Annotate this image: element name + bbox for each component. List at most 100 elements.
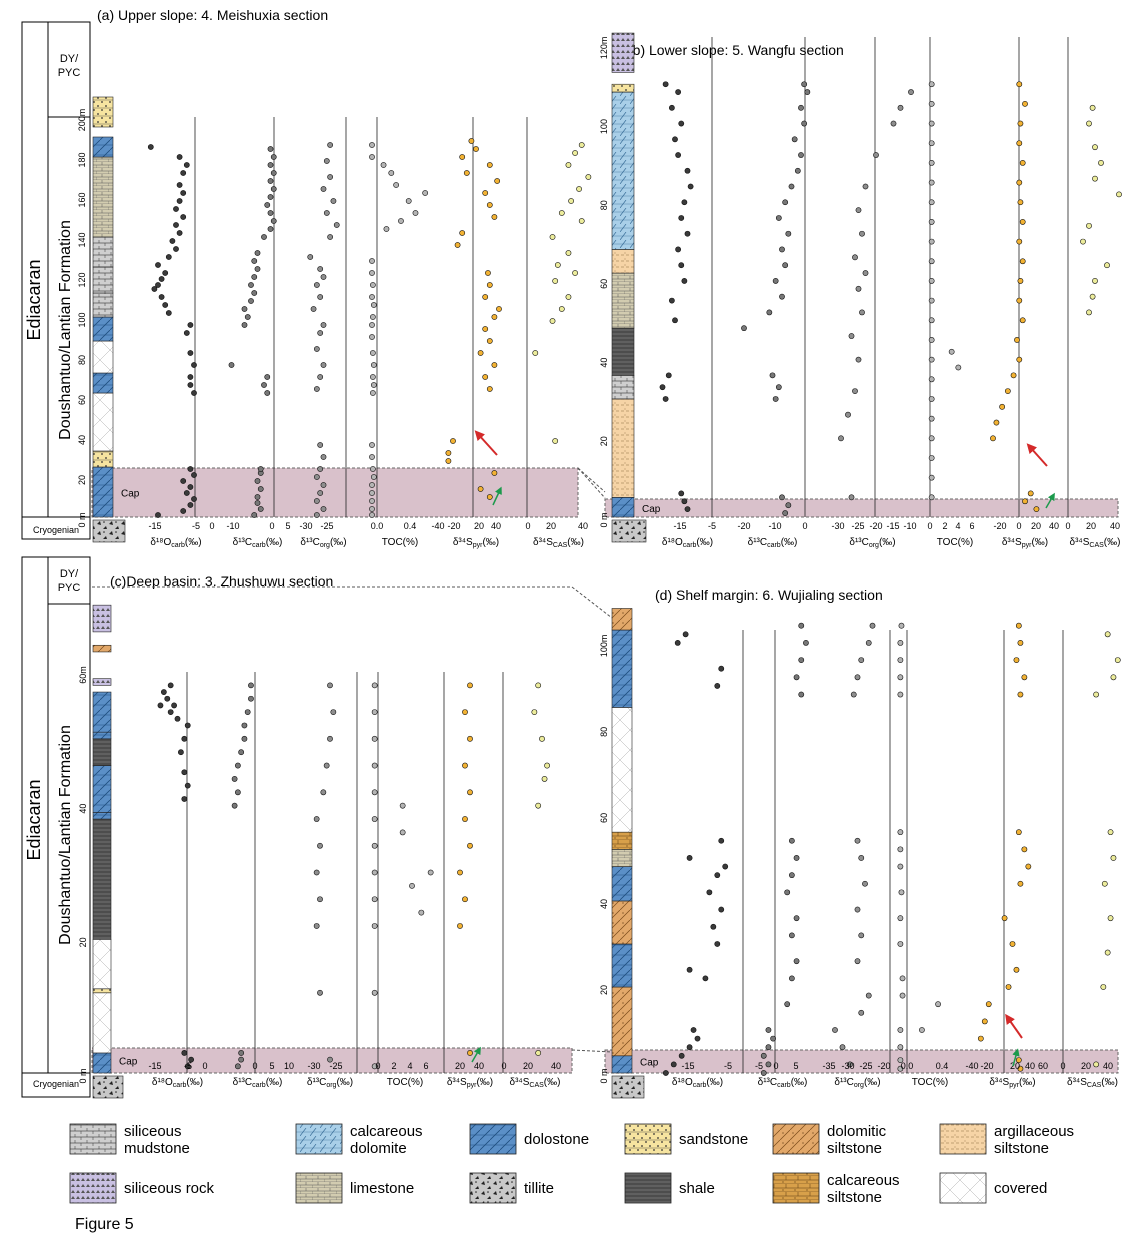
- data-point: [897, 915, 904, 922]
- data-point: [897, 846, 904, 853]
- data-point: [317, 266, 324, 272]
- tick-label: 0: [1060, 1061, 1065, 1071]
- data-point: [1005, 984, 1012, 990]
- axis-label-sub: org: [869, 542, 879, 549]
- strat-layer-dolomitic_siltstone: [92, 644, 112, 653]
- data-point: [327, 174, 334, 180]
- tick-label: 20: [474, 521, 484, 531]
- data-point: [164, 695, 171, 702]
- data-point: [267, 210, 274, 216]
- data-point: [862, 880, 868, 887]
- data-point: [766, 309, 773, 316]
- data-point: [176, 230, 183, 236]
- data-point: [158, 294, 165, 300]
- data-point: [714, 683, 721, 689]
- data-point: [371, 789, 378, 796]
- legend-swatch: [469, 1172, 517, 1204]
- data-point: [1086, 222, 1092, 229]
- data-point: [858, 932, 865, 939]
- data-point: [722, 863, 729, 870]
- tick-label: 4: [407, 1061, 412, 1071]
- data-point: [1017, 691, 1024, 698]
- data-point: [369, 490, 375, 496]
- data-point: [180, 214, 187, 220]
- legend-label: calcareous: [827, 1172, 900, 1189]
- data-point: [690, 1027, 697, 1033]
- data-point: [176, 182, 183, 188]
- data-point: [491, 362, 498, 368]
- tick-label: -15: [148, 521, 161, 531]
- data-point: [254, 250, 261, 256]
- data-point: [838, 435, 844, 442]
- data-point: [928, 219, 935, 225]
- data-point: [238, 749, 245, 756]
- cryogenian-top: Cryogenian: [33, 525, 79, 535]
- data-point: [678, 215, 685, 221]
- tick-label: -5: [724, 1061, 732, 1071]
- data-point: [467, 682, 473, 689]
- data-point: [459, 154, 466, 160]
- data-point: [1025, 863, 1032, 870]
- tick-label: 0.4: [936, 1061, 949, 1071]
- data-point: [317, 466, 324, 472]
- axis-label: TOC(%): [912, 1077, 948, 1088]
- data-point: [785, 230, 792, 237]
- height-tick: 0 m: [599, 1068, 609, 1083]
- tick-label: -20: [737, 521, 750, 531]
- data-point: [313, 474, 320, 480]
- data-point: [798, 152, 804, 158]
- data-point: [899, 975, 906, 982]
- strat-layer-dolostone: [611, 497, 635, 518]
- tick-label: -25: [851, 521, 864, 531]
- data-point: [779, 293, 785, 300]
- data-point: [251, 274, 258, 280]
- dy-pyc-bottom-2: PYC: [58, 582, 81, 594]
- data-point: [370, 374, 376, 380]
- data-point: [1116, 191, 1122, 198]
- data-point: [928, 474, 935, 481]
- data-point: [317, 989, 323, 996]
- data-point: [1016, 297, 1023, 304]
- data-point: [784, 1001, 791, 1008]
- data-point: [317, 294, 324, 300]
- data-point: [369, 512, 375, 518]
- data-point: [531, 709, 538, 715]
- data-point: [327, 234, 334, 240]
- column-d18O: -15 -5 δ¹⁸Ocarb(‰): [659, 37, 716, 549]
- data-point: [491, 470, 498, 476]
- data-point: [869, 622, 876, 629]
- data-point: [320, 482, 327, 488]
- data-point: [839, 1044, 846, 1051]
- legend-item-shale: shale: [624, 1172, 715, 1204]
- data-point: [804, 89, 811, 95]
- data-point: [1017, 278, 1024, 284]
- tick-label: 60: [1038, 1061, 1048, 1071]
- axis-label: δ³⁴SCAS(‰): [1070, 537, 1121, 549]
- data-point: [668, 297, 675, 304]
- strat-layer-dolostone: [611, 943, 633, 988]
- axis-label-unit: (‰): [266, 1077, 283, 1088]
- data-point: [327, 142, 334, 148]
- strat-layer-siliceous_mudstone: [92, 266, 114, 294]
- legend-label-line2: siltstone: [827, 1189, 882, 1206]
- data-point: [320, 454, 327, 460]
- axis-label: δ¹⁸Ocarb(‰): [150, 537, 201, 549]
- data-point: [445, 458, 452, 464]
- strat-layer-dolomitic_siltstone: [611, 986, 633, 1057]
- data-point: [1104, 631, 1111, 638]
- data-point: [412, 210, 419, 216]
- data-point: [675, 246, 682, 253]
- legend-label-line2: siltstone: [994, 1140, 1049, 1157]
- tick-label: -15: [148, 1061, 161, 1071]
- data-point: [370, 474, 377, 480]
- axis-label-unit: (‰): [567, 537, 584, 548]
- strat-layer-argillaceous_siltstone: [611, 249, 635, 274]
- data-point: [678, 1052, 685, 1059]
- axis-label: TOC(%): [937, 537, 973, 548]
- height-tick: 20: [599, 436, 609, 446]
- cap-band: [604, 1049, 1119, 1074]
- data-point: [313, 346, 320, 352]
- data-point: [371, 842, 378, 849]
- lithology-legend: siliceousmudstonecalcareousdolomitedolos…: [69, 1123, 1074, 1206]
- data-point: [477, 350, 484, 356]
